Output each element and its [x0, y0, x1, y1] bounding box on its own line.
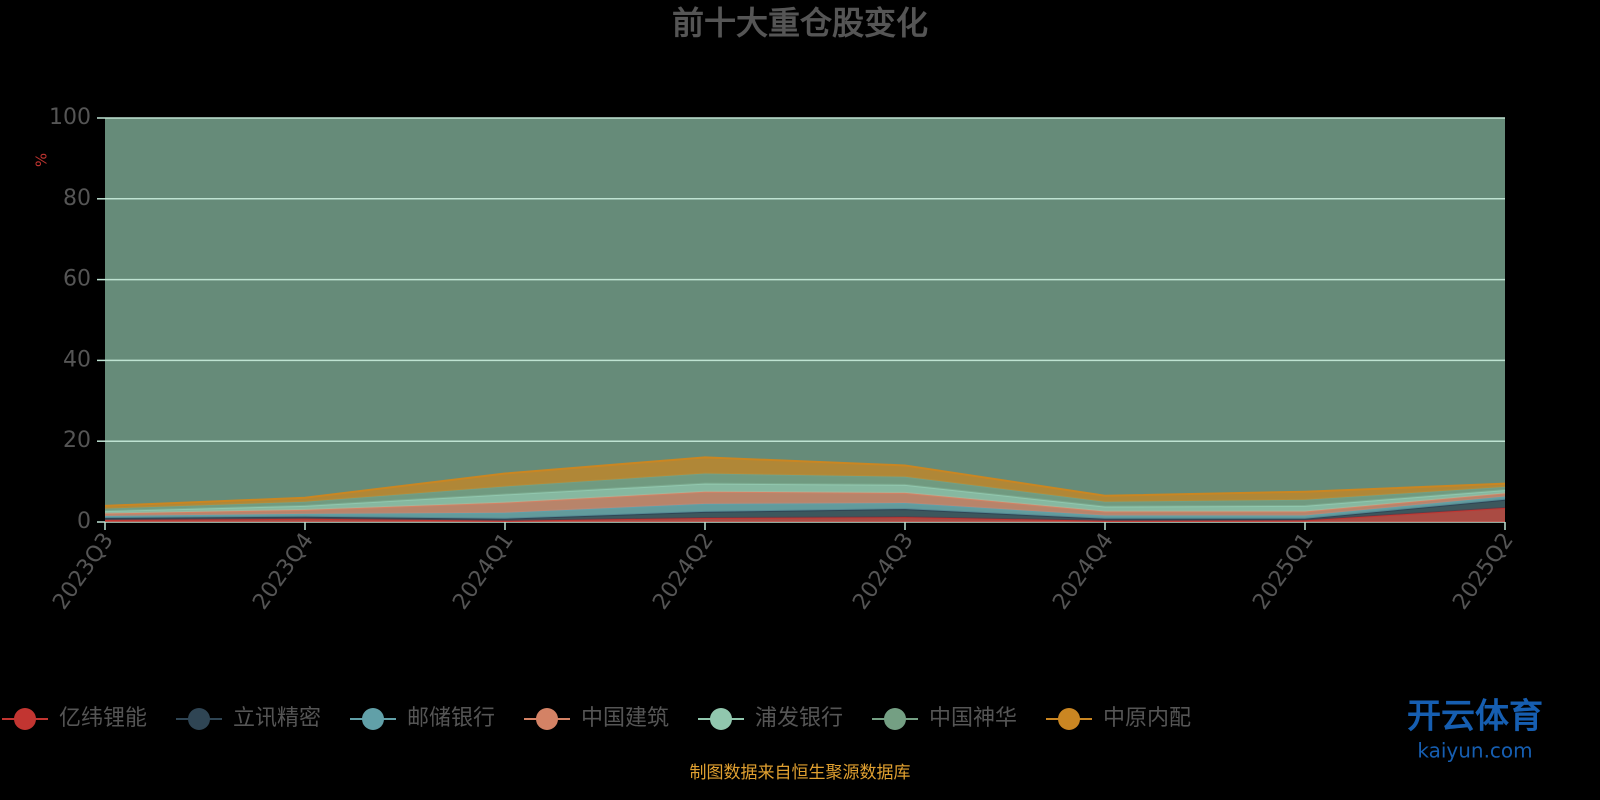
legend-marker — [14, 708, 36, 730]
source-note: 制图数据来自恒生聚源数据库 — [690, 763, 911, 783]
chart-title: 前十大重仓股变化 — [672, 4, 928, 42]
x-tick-label: 2024Q3 — [848, 529, 919, 615]
legend-label: 中国建筑 — [581, 706, 669, 731]
y-tick-label: 40 — [63, 347, 91, 372]
y-tick-label: 100 — [49, 105, 91, 130]
y-tick-label: 0 — [77, 509, 91, 534]
legend-marker — [188, 708, 210, 730]
x-tick-label: 2024Q4 — [1048, 529, 1119, 615]
x-tick-label: 2025Q1 — [1248, 529, 1319, 615]
x-tick-label: 2024Q1 — [448, 529, 519, 615]
legend-marker — [362, 708, 384, 730]
y-tick-label: 80 — [63, 186, 91, 211]
legend-label: 中国神华 — [929, 706, 1017, 731]
watermark-url: kaiyun.com — [1417, 739, 1532, 763]
legend-label: 立讯精密 — [233, 706, 321, 731]
area — [105, 491, 1505, 516]
legend-marker — [884, 708, 906, 730]
plot-area — [105, 118, 1505, 522]
area — [105, 507, 1505, 522]
legend-marker — [1058, 708, 1080, 730]
area-line — [104, 456, 1506, 507]
legend-marker — [710, 708, 732, 730]
x-tick-label: 2024Q2 — [648, 529, 719, 615]
area — [105, 457, 1505, 509]
area — [105, 499, 1505, 521]
y-tick-label: 60 — [63, 267, 91, 292]
area — [105, 483, 1505, 514]
x-tick-label: 2023Q3 — [48, 529, 119, 615]
x-tick-label: 2025Q2 — [1448, 529, 1519, 615]
legend-label: 亿纬锂能 — [59, 706, 147, 731]
y-axis-label: % — [33, 153, 51, 167]
legend-label: 中原内配 — [1103, 706, 1191, 731]
legend-marker — [536, 708, 558, 730]
y-tick-label: 20 — [63, 428, 91, 453]
legend-label: 浦发银行 — [755, 706, 843, 731]
legend-label: 邮储银行 — [407, 706, 495, 731]
watermark-brand: 开云体育 — [1407, 697, 1543, 737]
x-tick-label: 2023Q4 — [248, 529, 319, 615]
